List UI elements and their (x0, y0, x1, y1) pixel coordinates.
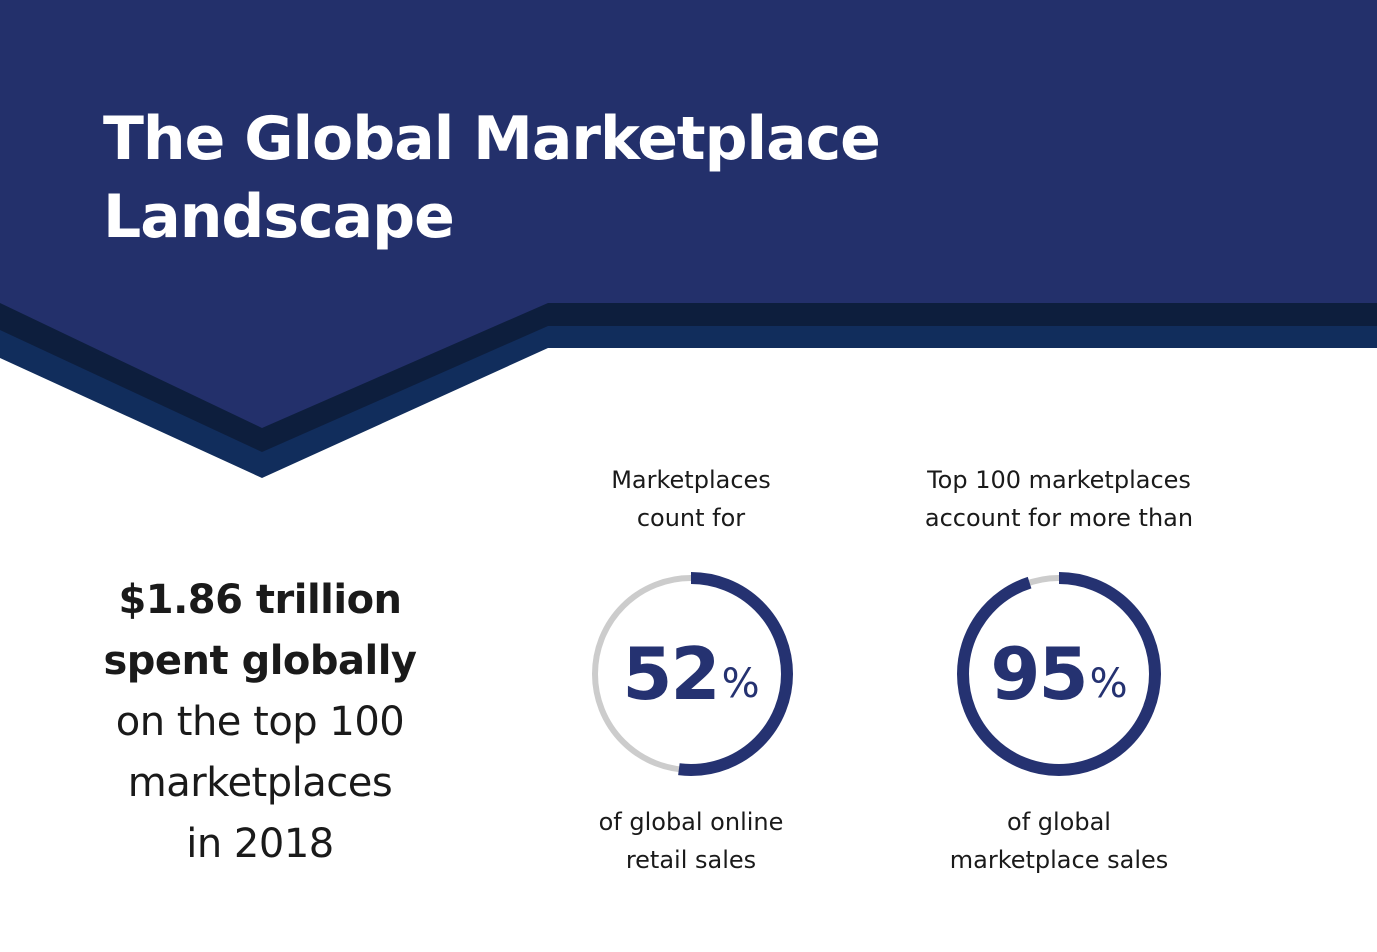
stat-value: 52 % (586, 569, 796, 779)
header-banner (0, 0, 1377, 478)
banner-main (0, 0, 1377, 428)
stat-bottom-line-2: marketplace sales (949, 846, 1169, 874)
banner-shadow-mid (0, 318, 1377, 478)
banner-shadow-dark (0, 298, 1377, 452)
ring-fill (589, 572, 793, 776)
headline-line-5: in 2018 (186, 821, 334, 867)
percent-sign: % (721, 661, 760, 707)
percent-sign: % (1089, 661, 1128, 707)
stat-bottom-line-1: of global (1007, 808, 1111, 836)
stat-top-line-1: Marketplaces (611, 466, 771, 494)
title-line-1: The Global Marketplace (103, 104, 881, 174)
stat-top-line-2: count for (636, 504, 746, 532)
stat-top-line-2: account for more than (924, 504, 1194, 532)
stat-card-online-retail: Marketplaces count for 52 % of global on… (521, 461, 861, 879)
headline-spent: spent globally (103, 638, 417, 684)
stat-top-caption: Top 100 marketplaces account for more th… (889, 461, 1229, 541)
stat-number: 52 (622, 632, 720, 716)
headline-amount: $1.86 trillion (118, 577, 402, 623)
stat-value: 95 % (954, 569, 1164, 779)
stat-bottom-line-1: of global online (598, 808, 784, 836)
progress-ring: 95 % (954, 569, 1164, 779)
title-line-2: Landscape (103, 182, 455, 252)
headline-line-4: marketplaces (127, 760, 393, 806)
stat-card-marketplace-sales: Top 100 marketplaces account for more th… (889, 461, 1229, 879)
stat-number: 95 (990, 632, 1088, 716)
stat-bottom-caption: of global marketplace sales (889, 803, 1229, 879)
stat-bottom-caption: of global online retail sales (521, 803, 861, 879)
stat-bottom-line-2: retail sales (625, 846, 757, 874)
spend-headline: $1.86 trillion spent globally on the top… (60, 570, 460, 875)
page-title: The Global Marketplace Landscape (103, 100, 881, 256)
progress-ring-graphic (957, 572, 1161, 776)
progress-ring-graphic (589, 572, 793, 776)
headline-line-3: on the top 100 (115, 699, 405, 745)
progress-ring: 52 % (586, 569, 796, 779)
ring-fill (957, 572, 1161, 776)
stat-top-caption: Marketplaces count for (521, 461, 861, 541)
stat-top-line-1: Top 100 marketplaces (927, 466, 1191, 494)
